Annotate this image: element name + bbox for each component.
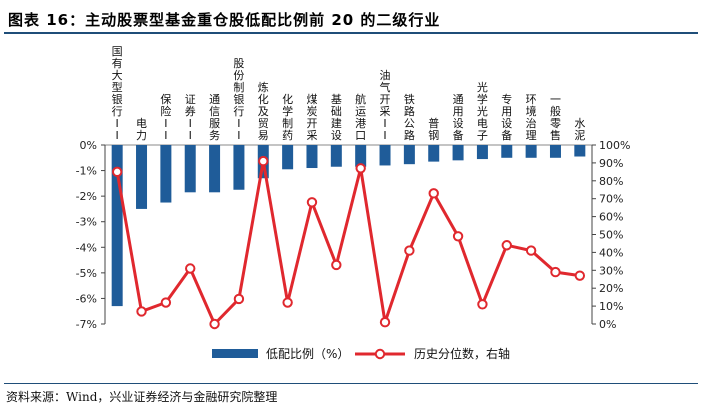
category-label: 化学制药 (282, 92, 293, 142)
legend-line-marker (374, 348, 386, 360)
percentile-point-化学制药 (282, 297, 293, 308)
bar-国有大型银行II (111, 145, 123, 307)
category-labels: 国有大型银行 I I 电力 保险 I I 证券 I I 通信服务 股份制银行 I I 炼化及贸易 化学制药 煤炭… (112, 45, 586, 142)
category-label: 国有大型银行 I I (112, 45, 123, 142)
percentile-point-证券II (185, 263, 196, 274)
percentile-point-铁路公路 (404, 245, 415, 256)
percentile-point-基础建设 (331, 259, 342, 271)
percentile-point-油气开采II (379, 317, 391, 328)
percentile-point-炼化及贸易 (258, 155, 269, 167)
source-divider (4, 383, 698, 384)
right-axis-tick-label: 0% (599, 318, 616, 331)
percentile-point-保险II (160, 297, 172, 308)
bar-电力 (136, 145, 148, 209)
left-axis-tick-label: -1% (76, 165, 97, 178)
legend-line-label: 历史分位数，右轴 (414, 346, 510, 361)
title-bar: 图表 16：主动股票型基金重仓股低配比例前 20 的二级行业 (4, 6, 698, 34)
category-label: 环境治理 (526, 93, 537, 142)
percentile-point-环境治理 (525, 245, 537, 256)
percentile-line (115, 159, 581, 326)
bar-专用设备 (501, 145, 513, 158)
percentile-point-光学光电子 (477, 299, 488, 310)
bar-通用设备 (452, 145, 464, 161)
legend: 低配比例（%） 历史分位数，右轴 (212, 346, 510, 361)
left-axis-tick-label: -2% (76, 190, 97, 203)
category-label: 航运港口 (355, 92, 366, 142)
right-axis-tick-label: 40% (599, 246, 623, 259)
percentile-point-国有大型银行II (111, 166, 123, 178)
left-axis-tick-label: -7% (76, 318, 97, 331)
category-label: 油气开采 I I (380, 68, 391, 142)
left-axis-tick-label: -4% (76, 241, 97, 254)
category-label: 普钢 (428, 116, 439, 142)
bar-普钢 (428, 145, 440, 162)
category-label: 证券 I I (185, 93, 196, 142)
category-label: 铁路公路 (404, 93, 415, 142)
percentile-point-一般零售 (550, 266, 561, 278)
category-label: 股份制银行 I I (233, 57, 244, 142)
bar-股份制银行II (233, 145, 245, 190)
category-label: 保险 I I (160, 92, 171, 142)
bar-基础建设 (330, 145, 342, 167)
bar-航运港口 (355, 145, 367, 167)
percentile-point-航运港口 (355, 163, 366, 174)
source-note: 资料来源：Wind，兴业证券经济与金融研究院整理 (6, 390, 278, 404)
category-label: 基础建设 (331, 93, 342, 142)
right-axis-tick-label: 30% (599, 264, 623, 277)
percentile-point-煤炭开采 (306, 197, 318, 208)
left-axis-tick-label: -3% (76, 216, 97, 229)
left-axis-tick-label: -5% (76, 267, 97, 280)
right-axis-tick-label: 60% (599, 211, 623, 224)
chart-title: 图表 16：主动股票型基金重仓股低配比例前 20 的二级行业 (8, 11, 441, 29)
category-label: 专用设备 (501, 92, 512, 142)
bar-铁路公路 (403, 145, 415, 165)
bar-化学制药 (282, 145, 294, 170)
bar-series (111, 145, 586, 307)
bar-证券II (184, 145, 196, 193)
percentile-point-电力 (136, 306, 147, 317)
chart: 0% -1% -2% -3% -4% -5% -6% -7% 100% 90% 80% 70% 60% 5… (76, 45, 631, 361)
right-axis-tick-label: 90% (599, 157, 623, 170)
right-axis-tick-label: 10% (599, 300, 623, 313)
right-axis-tick-label: 50% (599, 229, 623, 242)
bar-油气开采II (379, 145, 391, 166)
category-label: 炼化及贸易 (258, 80, 269, 142)
line-series (111, 155, 586, 330)
category-label: 电力 (136, 117, 147, 142)
category-label: 通用设备 (453, 93, 464, 142)
category-label: 光学光电子 (477, 80, 488, 142)
category-label: 煤炭开采 (306, 93, 317, 142)
legend-bar-label: 低配比例（%） (266, 347, 349, 361)
percentile-point-专用设备 (501, 240, 512, 251)
percentile-point-通用设备 (452, 231, 464, 242)
right-axis-tick-label: 80% (599, 175, 623, 188)
category-label: 通信服务 (209, 93, 220, 142)
legend-bar-swatch (212, 349, 258, 358)
right-axis-tick-label: 100% (599, 139, 630, 152)
left-axis-tick-label: -6% (76, 292, 97, 305)
bar-保险II (160, 145, 172, 203)
bar-光学光电子 (476, 145, 488, 160)
axes: 0% -1% -2% -3% -4% -5% -6% -7% 100% 90% 80% 70% 60% 5… (76, 139, 631, 331)
percentile-point-普钢 (428, 188, 439, 199)
percentile-point-通信服务 (209, 318, 220, 330)
bar-煤炭开采 (306, 145, 318, 169)
bar-环境治理 (525, 145, 537, 158)
percentile-point-股份制银行II (233, 293, 245, 305)
right-axis-tick-label: 20% (599, 282, 623, 295)
bar-一般零售 (549, 145, 561, 158)
bar-水泥 (574, 145, 586, 157)
left-axis-tick-label: 0% (80, 139, 97, 152)
bar-通信服务 (209, 145, 221, 193)
percentile-point-水泥 (574, 270, 586, 281)
category-label: 水泥 (574, 117, 585, 142)
right-axis-tick-label: 70% (599, 193, 623, 206)
category-label: 一般零售 (550, 93, 561, 142)
